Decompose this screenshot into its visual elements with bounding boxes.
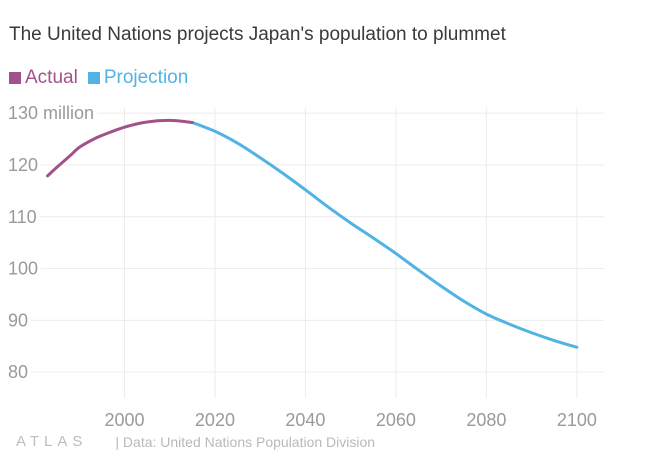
x-tick-label-2100: 2100 xyxy=(557,410,597,430)
y-tick-label-bg-80 xyxy=(7,362,32,383)
legend-swatch-projection xyxy=(87,72,100,84)
x-tick-label-2060: 2060 xyxy=(376,410,416,430)
y-tick-label-bg-130 xyxy=(7,103,98,124)
x-tick-label-2000: 2000 xyxy=(104,410,144,430)
legend-item-projection: Projection xyxy=(87,67,189,89)
y-tick-label-100: 100 xyxy=(8,259,38,279)
legend-label-actual: Actual xyxy=(25,67,78,88)
y-tick-label-90: 90 xyxy=(8,310,28,330)
y-tick-label-bg-110 xyxy=(7,206,40,227)
legend-label-projection: Projection xyxy=(103,67,189,88)
y-tick-label-bg-90 xyxy=(7,310,32,331)
x-tick-label-2040: 2040 xyxy=(285,410,325,430)
y-tick-label-110: 110 xyxy=(8,207,37,227)
x-tick-label-2080: 2080 xyxy=(466,410,506,430)
y-tick-label-130: 130 million xyxy=(8,103,94,123)
legend: Actual Projection xyxy=(9,67,198,89)
atlas-logo: ATLAS xyxy=(16,433,88,450)
chart-title: The United Nations projects Japan's popu… xyxy=(9,24,506,45)
data-source: | Data: United Nations Population Divisi… xyxy=(115,433,376,450)
footer: ATLAS | Data: United Nations Population … xyxy=(16,433,375,450)
y-tick-label-120: 120 xyxy=(8,155,38,175)
y-tick-label-bg-120 xyxy=(7,154,42,175)
y-tick-label-80: 80 xyxy=(8,362,28,382)
y-tick-label-bg-100 xyxy=(7,258,42,279)
series-line-actual xyxy=(46,118,194,178)
legend-swatch-actual xyxy=(9,72,21,84)
series-line-projection xyxy=(190,121,579,349)
legend-item-actual: Actual xyxy=(9,67,78,89)
x-tick-label-2020: 2020 xyxy=(195,410,235,430)
